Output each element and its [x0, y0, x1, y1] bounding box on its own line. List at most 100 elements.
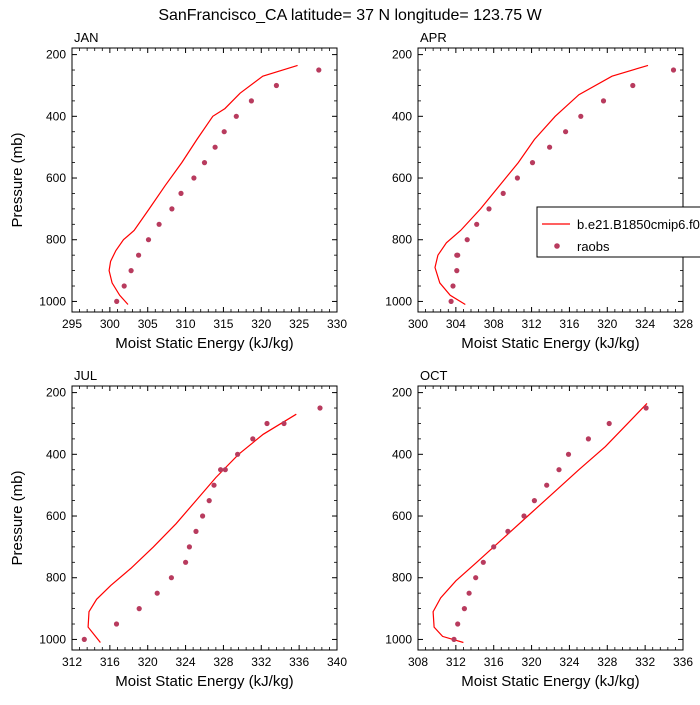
- series-point-raobs: [136, 252, 142, 258]
- x-tick-label: 305: [138, 317, 158, 331]
- x-tick-label: 325: [289, 317, 309, 331]
- series-point-raobs: [455, 621, 461, 627]
- series-point-raobs: [128, 268, 134, 274]
- series-point-raobs: [480, 559, 486, 565]
- series-point-raobs: [514, 175, 521, 181]
- y-tick-label: 400: [46, 447, 66, 461]
- x-tick-label: 316: [484, 655, 504, 669]
- x-axis-label: Moist Static Energy (kJ/kg): [461, 673, 639, 690]
- x-tick-label: 340: [327, 655, 347, 669]
- series-point-raobs: [630, 82, 636, 89]
- panel-oct: OCT 308 312 316 320 324 328 332 336 200 400 600 800 1…: [385, 368, 693, 690]
- series-line-model: [432, 402, 648, 644]
- x-tick-label: 320: [522, 655, 542, 669]
- y-tick-label: 200: [46, 48, 66, 62]
- series-point-raobs: [186, 544, 192, 550]
- series-point-raobs: [206, 498, 212, 504]
- series-point-raobs: [168, 575, 174, 581]
- panel-jan: JAN 295 300 305 310 315 320 325 330 200 400 600 800 1…: [9, 30, 347, 352]
- series-point-raobs: [466, 590, 472, 596]
- series-line-model: [87, 413, 297, 643]
- series-point-raobs: [248, 98, 254, 104]
- series-point-raobs: [451, 636, 457, 643]
- x-tick-label: 328: [597, 655, 617, 669]
- plot-frame: [71, 47, 338, 313]
- panel-apr: APR 300 304 308 312 316 320 324 328 200 400 600 800 1…: [385, 30, 693, 352]
- series-point-raobs: [156, 221, 162, 227]
- y-tick-label: 400: [392, 109, 412, 123]
- y-tick-label: 800: [46, 571, 66, 585]
- y-tick-label: 1000: [385, 294, 412, 308]
- x-tick-label: 324: [176, 655, 196, 669]
- figure-title: SanFrancisco_CA latitude= 37 N longitude…: [158, 7, 542, 24]
- x-tick-label: 315: [213, 317, 233, 331]
- x-tick-label: 328: [673, 317, 693, 331]
- series-point-raobs: [169, 206, 175, 212]
- x-tick-label: 320: [597, 317, 617, 331]
- legend-label-raobs: raobs: [577, 239, 610, 254]
- series-point-raobs: [500, 190, 506, 196]
- y-tick-label: 200: [46, 386, 66, 400]
- series-point-raobs: [606, 420, 612, 427]
- x-tick-label: 300: [100, 317, 120, 331]
- x-tick-label: 308: [408, 655, 428, 669]
- series-point-raobs: [585, 436, 592, 442]
- series-point-raobs: [556, 467, 562, 473]
- series-point-raobs: [486, 206, 492, 212]
- x-tick-label: 308: [484, 317, 504, 331]
- series-point-raobs: [154, 590, 160, 596]
- panel-label: JUL: [74, 368, 97, 383]
- series-point-raobs: [563, 129, 569, 135]
- x-tick-label: 324: [559, 655, 579, 669]
- x-tick-label: 330: [327, 317, 347, 331]
- series-point-raobs: [113, 621, 120, 627]
- series-point-raobs: [250, 436, 256, 442]
- series-point-raobs: [211, 482, 217, 488]
- series-point-raobs: [643, 405, 649, 411]
- series-point-raobs: [222, 467, 228, 473]
- y-tick-label: 800: [392, 233, 412, 247]
- x-tick-label: 320: [138, 655, 158, 669]
- y-tick-label: 1000: [39, 294, 66, 308]
- series-point-raobs: [600, 98, 607, 104]
- x-tick-label: 312: [62, 655, 82, 669]
- panel-label: APR: [420, 30, 447, 45]
- series-point-raobs: [136, 606, 142, 612]
- series-point-raobs: [264, 420, 270, 427]
- series-point-raobs: [521, 513, 527, 519]
- y-tick-label: 600: [392, 509, 412, 523]
- series-point-raobs: [212, 144, 218, 150]
- series-point-raobs: [547, 144, 553, 150]
- series-point-raobs: [450, 283, 456, 289]
- series-point-raobs: [461, 606, 467, 612]
- series-point-raobs: [221, 129, 227, 135]
- series-point-raobs: [145, 237, 152, 243]
- x-tick-label: 332: [635, 655, 655, 669]
- series-point-raobs: [121, 283, 127, 289]
- x-tick-label: 300: [408, 317, 428, 331]
- series-point-raobs: [218, 467, 224, 473]
- x-axis-label: Moist Static Energy (kJ/kg): [115, 335, 293, 352]
- x-tick-label: 336: [673, 655, 693, 669]
- series-point-raobs: [235, 451, 241, 457]
- x-tick-label: 328: [213, 655, 233, 669]
- plot-frame: [417, 385, 684, 651]
- y-tick-label: 200: [392, 386, 412, 400]
- y-tick-label: 400: [46, 109, 66, 123]
- series-point-raobs: [670, 67, 677, 73]
- x-tick-label: 324: [635, 317, 655, 331]
- x-tick-label: 316: [559, 317, 579, 331]
- plot-frame: [71, 385, 338, 651]
- x-tick-label: 320: [251, 317, 271, 331]
- y-tick-label: 600: [46, 171, 66, 185]
- x-tick-label: 312: [522, 317, 542, 331]
- series-point-raobs: [114, 298, 120, 304]
- x-axis-label: Moist Static Energy (kJ/kg): [461, 335, 639, 352]
- y-tick-label: 600: [392, 171, 412, 185]
- series-point-raobs: [81, 636, 87, 643]
- series-point-raobs: [448, 298, 454, 304]
- series-point-raobs: [565, 451, 572, 457]
- series-point-raobs: [454, 268, 460, 274]
- legend-box: [536, 206, 700, 258]
- series-point-raobs: [201, 160, 208, 166]
